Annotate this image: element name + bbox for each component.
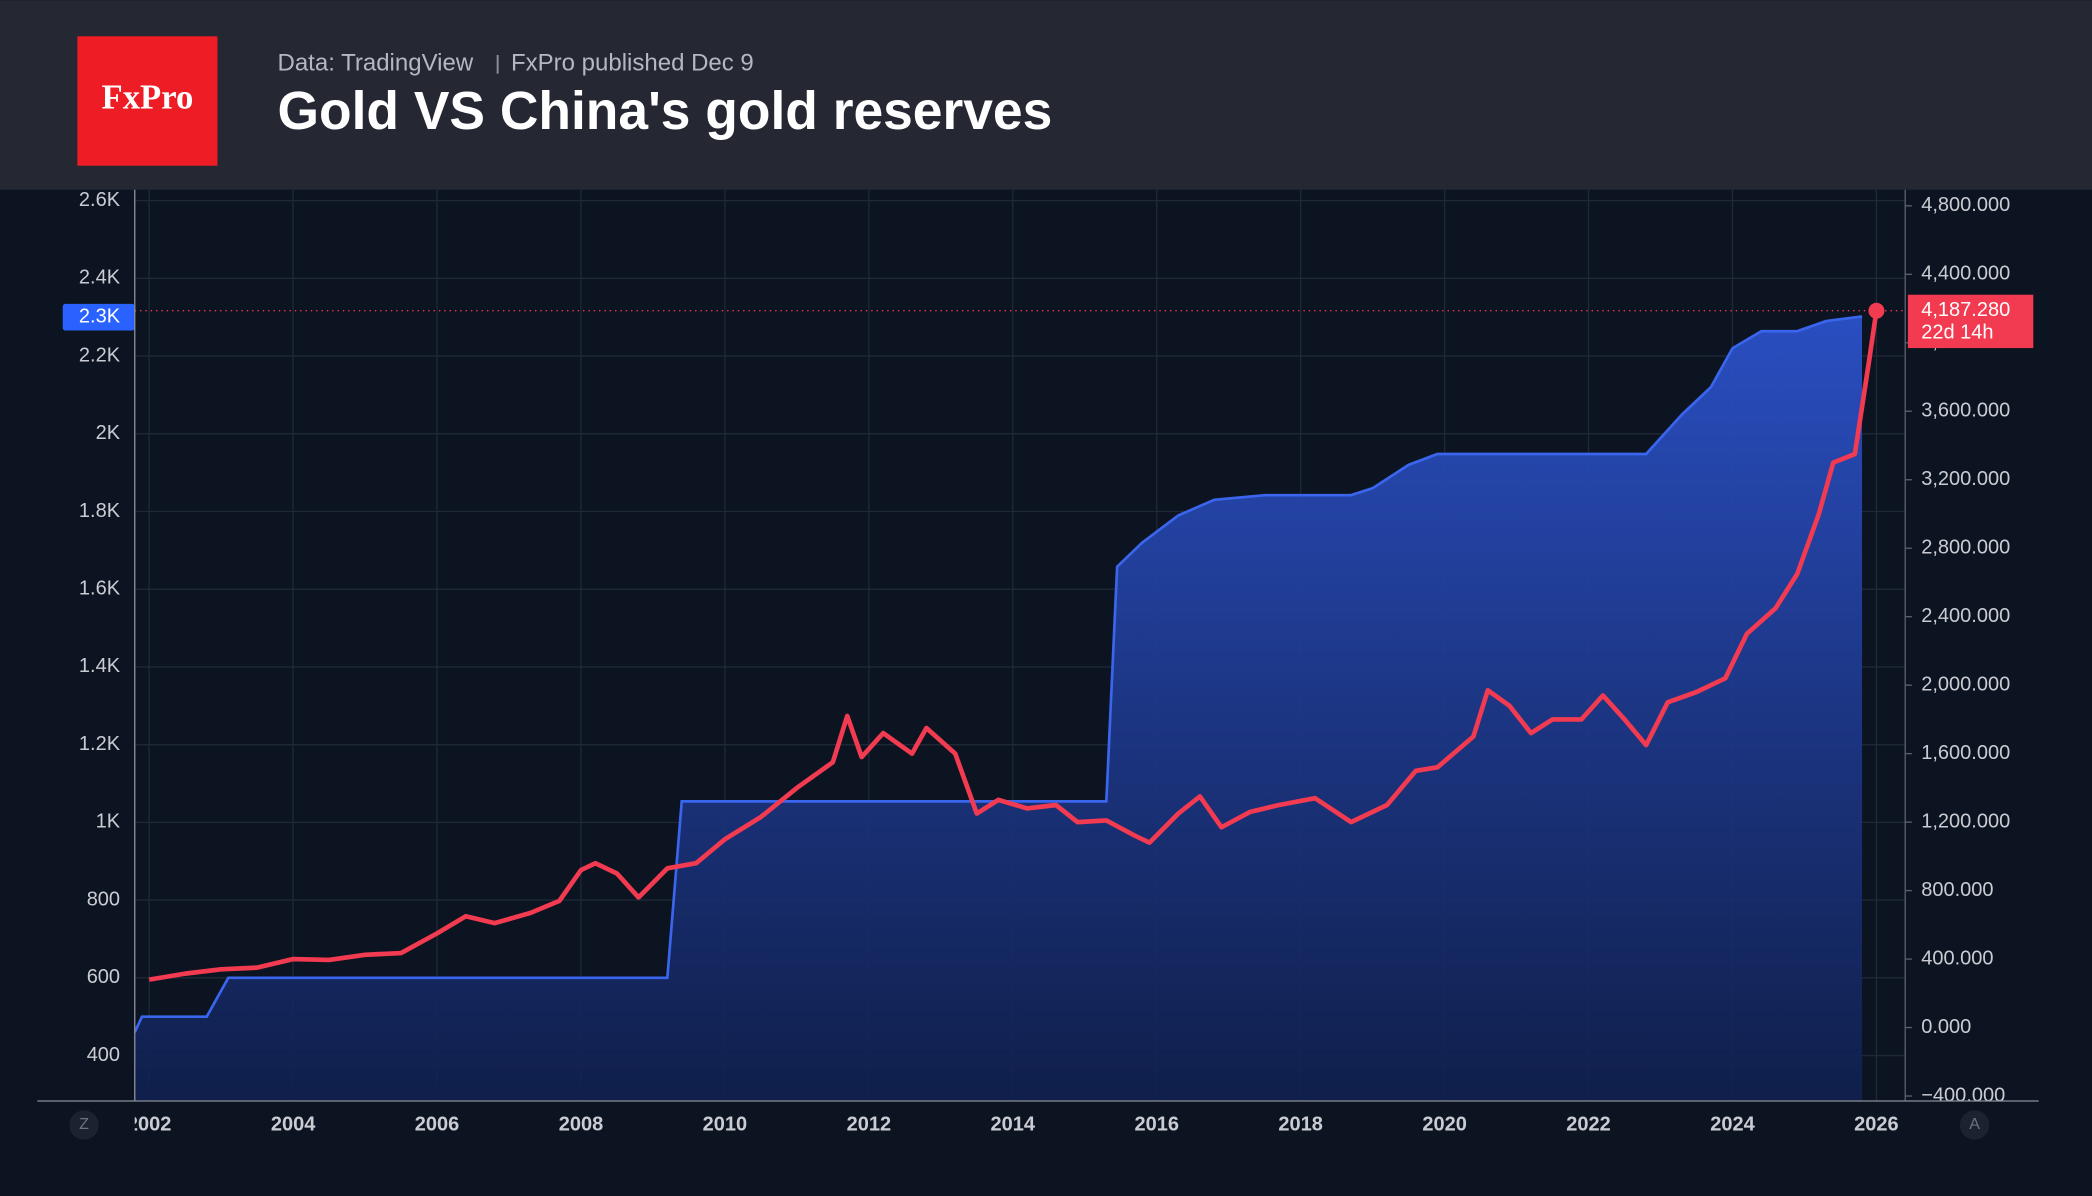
y2-tick-label: 0.000: [1921, 1016, 1971, 1038]
publisher: FxPro published Dec 9: [511, 50, 754, 77]
y2-tick-label: 2,800.000: [1921, 536, 2010, 558]
y-tick-label: 2.6K: [79, 189, 121, 211]
scale-button[interactable]: [1959, 1110, 1990, 1140]
x-tick-label: 2016: [1134, 1113, 1178, 1135]
chart-title: Gold VS China's gold reserves: [278, 82, 1053, 141]
y-tick-label: 2K: [96, 422, 121, 444]
last-point: [1868, 302, 1885, 319]
x-tick-label: 2008: [559, 1113, 604, 1135]
y-tick-label: 2.4K: [79, 267, 121, 289]
x-tick-label: 2024: [1710, 1113, 1755, 1135]
y2-tick-label: 800.000: [1921, 879, 1993, 901]
area: [134, 316, 1863, 1101]
y2-tick-label: 2,000.000: [1921, 673, 2010, 695]
x-tick-label: 2020: [1422, 1113, 1467, 1135]
logo-box: [77, 36, 218, 166]
crosshair-label: 2.3K: [79, 305, 121, 327]
x-tick-label: 2012: [847, 1113, 892, 1135]
x-tick-label: 2002: [127, 1113, 171, 1135]
y2-tick-label: 2,400.000: [1921, 605, 2010, 627]
y2-tick-label: 3,600.000: [1921, 400, 2010, 422]
y-tick-label: 800: [87, 888, 120, 910]
logo: FxPro: [102, 77, 194, 116]
x-tick-labels: 2002 2004 2006 2008 2010 2012 2014 2016 2018 2020…: [127, 1113, 1899, 1135]
y-tick-label: 2.2K: [79, 344, 121, 366]
y-tick-label: 1.8K: [79, 500, 121, 522]
y2-tick-label: 4,400.000: [1921, 263, 2010, 285]
y-tick-label: 1.4K: [79, 655, 121, 677]
y-tick-label: 600: [87, 966, 120, 988]
y-tick-label: 1.6K: [79, 577, 121, 599]
axes: 400 600 800 1K 1.2K 1.4K 1.6K 1.8K 2K 2.2K 2.4K 2.6…: [37, 189, 2039, 1140]
y2-tick-label: 1,600.000: [1921, 742, 2010, 764]
y2-tick-label: 1,200.000: [1921, 810, 2010, 832]
scale-button-label[interactable]: Z: [79, 1116, 89, 1133]
price-label: 4,187.280: [1921, 299, 2010, 321]
source: Data: TradingView: [278, 50, 474, 77]
area-line: [134, 315, 1863, 1033]
x-tick-label: 2010: [703, 1113, 747, 1135]
x-tick-label: 2022: [1566, 1113, 1611, 1135]
x-tick-label: 2014: [991, 1113, 1036, 1135]
crosshair-label-box: [62, 303, 135, 331]
scale-button-label[interactable]: A: [1969, 1116, 1980, 1133]
header-band: [0, 0, 2092, 190]
scale-button[interactable]: [69, 1110, 99, 1140]
plot: [134, 310, 1906, 1101]
x-tick-label: 2006: [415, 1113, 460, 1135]
countdown: 22d 14h: [1921, 322, 1993, 344]
x-tick-label: 2018: [1278, 1113, 1323, 1135]
line: [148, 310, 1879, 982]
y2-tick-label: −400.000: [1921, 1084, 2005, 1106]
y-tick-label: 1.2K: [79, 733, 121, 755]
y-tick-label: 400: [87, 1044, 120, 1066]
y-tick-label: 1K: [96, 811, 121, 833]
x-tick-label: 2026: [1854, 1113, 1899, 1135]
y2-tick-label: 3,200.000: [1921, 468, 2010, 490]
price-label-box: [1907, 294, 2034, 349]
y2-tick-label: 400.000: [1921, 947, 1993, 969]
y2-tick-label: 4,800.000: [1921, 194, 2010, 216]
x-tick-label: 2004: [271, 1113, 316, 1135]
